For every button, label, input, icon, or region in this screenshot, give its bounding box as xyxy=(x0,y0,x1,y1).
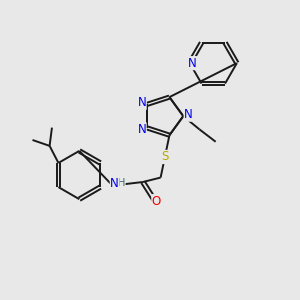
Text: N: N xyxy=(137,96,146,110)
Text: S: S xyxy=(161,151,169,164)
Text: H: H xyxy=(118,178,125,188)
Text: N: N xyxy=(137,123,146,136)
Text: N: N xyxy=(110,177,119,190)
Text: N: N xyxy=(184,108,193,121)
Text: O: O xyxy=(152,195,161,208)
Text: N: N xyxy=(188,57,197,70)
